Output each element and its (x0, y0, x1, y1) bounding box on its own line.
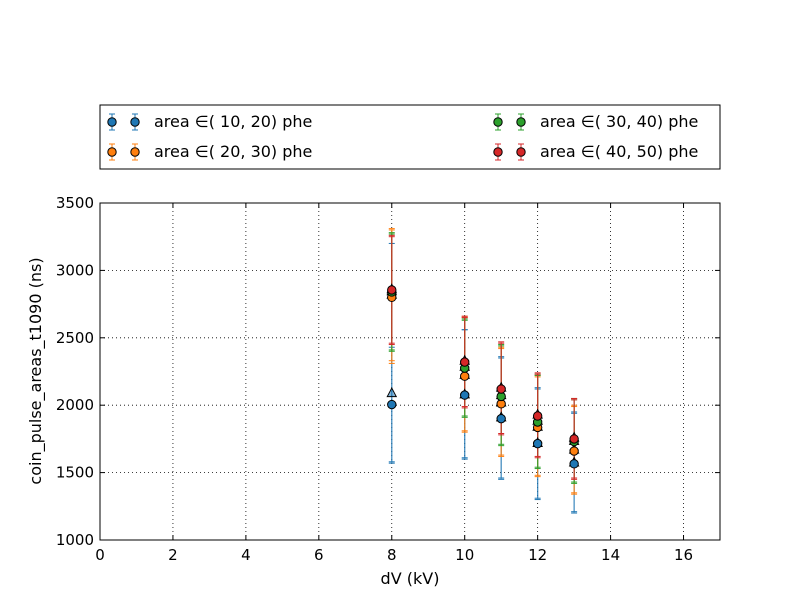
legend-entry: area ∈( 30, 40) phe (493, 112, 698, 131)
circle-marker (569, 459, 579, 469)
legend-marker (107, 117, 117, 127)
ticks: 0 2 4 6 8 10 12 14 16 1000 1500 2000 2500 3000 3500 (56, 194, 720, 564)
y-tick-label: 3000 (56, 261, 94, 279)
circle-marker (460, 371, 470, 381)
y-tick-label: 2500 (56, 329, 94, 347)
legend-entry: area ∈( 20, 30) phe (107, 142, 312, 161)
circle-marker (387, 399, 397, 410)
legend-marker (493, 147, 503, 157)
legend-box (99, 104, 721, 170)
y-tick-label: 1000 (56, 531, 94, 549)
x-axis-label: dV (kV) (381, 569, 440, 588)
x-tick-label: 4 (241, 546, 251, 564)
legend-marker (516, 147, 526, 157)
legend-marker (107, 147, 117, 157)
legend-marker (130, 117, 140, 127)
circle-marker (387, 285, 397, 295)
legend-marker (493, 117, 503, 127)
x-tick-label: 8 (387, 546, 397, 564)
plot-frame (99, 202, 721, 541)
legend-marker (130, 147, 140, 157)
circle-marker (496, 384, 506, 394)
x-tick-label: 6 (314, 546, 324, 564)
triangle-marker (386, 386, 398, 398)
y-tick-label: 2000 (56, 396, 94, 414)
x-tick-label: 10 (455, 546, 474, 564)
circle-marker (569, 446, 579, 456)
y-tick-label: 3500 (56, 194, 94, 212)
circle-marker (532, 411, 543, 421)
legend-entry: area ∈( 10, 20) phe (107, 112, 312, 131)
x-tick-label: 12 (528, 546, 547, 564)
data-layer (386, 228, 580, 514)
x-tick-label: 14 (601, 546, 620, 564)
x-tick-label: 0 (95, 546, 105, 564)
circle-marker (569, 434, 579, 444)
x-tick-label: 2 (168, 546, 178, 564)
circle-marker (532, 438, 543, 449)
legend-marker (516, 117, 526, 127)
legend-entry: area ∈( 40, 50) phe (493, 142, 698, 161)
x-tick-label: 16 (674, 546, 693, 564)
circle-marker (496, 413, 506, 424)
y-axis-label: coin_pulse_areas_t1090 (ns) (26, 257, 46, 484)
legend: area ∈( 10, 20) phe area ∈( 20, 30) phe ar… (99, 104, 721, 170)
y-tick-label: 1500 (56, 464, 94, 482)
circle-marker (460, 390, 470, 400)
legend-label: area ∈( 20, 30) phe (154, 142, 312, 161)
legend-label: area ∈( 30, 40) phe (540, 112, 698, 131)
circle-marker (460, 357, 470, 367)
legend-label: area ∈( 40, 50) phe (540, 142, 698, 161)
legend-label: area ∈( 10, 20) phe (154, 112, 312, 131)
